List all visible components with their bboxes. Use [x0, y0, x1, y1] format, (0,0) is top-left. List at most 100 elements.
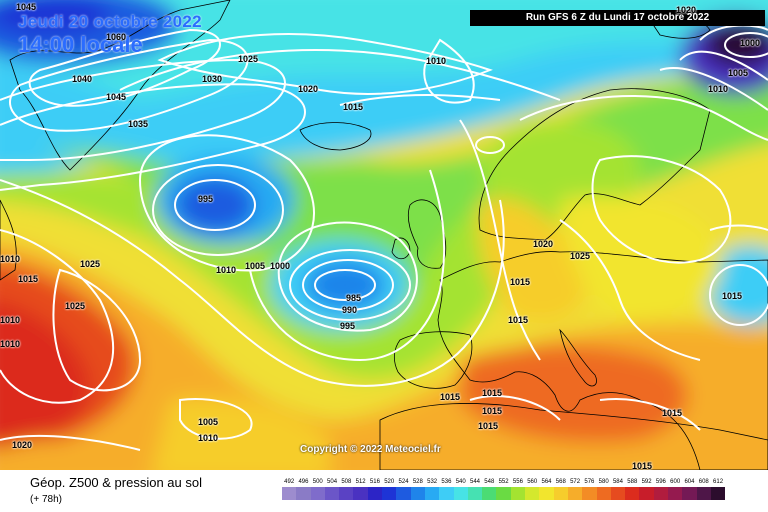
pressure-label: 1030 [202, 74, 223, 84]
pressure-label: 1020 [533, 239, 554, 249]
map-title: Géop. Z500 & pression au sol [30, 475, 202, 490]
scale-label: 576 [584, 479, 595, 485]
scale-label: 504 [327, 479, 338, 485]
pressure-label: 1015 [508, 315, 529, 325]
pressure-label: 1020 [676, 5, 697, 15]
scale-swatch [639, 487, 654, 500]
pressure-label: 1040 [72, 74, 93, 84]
scale-step: 512 [353, 478, 368, 500]
pressure-label: 1060 [106, 32, 127, 42]
scale-label: 544 [470, 479, 481, 485]
scale-swatch [353, 487, 368, 500]
forecast-date: Jeudi 20 octobre 2022 [18, 12, 202, 31]
scale-step: 604 [682, 478, 697, 500]
scale-step: 544 [467, 478, 483, 500]
scale-swatch [553, 487, 568, 500]
scale-swatch [539, 487, 554, 500]
pressure-label: 1010 [0, 339, 21, 349]
scale-label: 520 [384, 479, 395, 485]
geopotential-field [0, 0, 768, 470]
scale-step: 532 [424, 478, 440, 500]
pressure-label: 1015 [510, 277, 531, 287]
scale-label: 540 [455, 479, 466, 485]
pressure-label: 1045 [106, 92, 127, 102]
pressure-label: 995 [340, 321, 356, 331]
pressure-label: 1010 [0, 254, 21, 264]
scale-label: 500 [312, 479, 323, 485]
scale-label: 508 [341, 479, 352, 485]
scale-label: 512 [355, 479, 366, 485]
scale-label: 556 [512, 479, 523, 485]
pressure-label: 1025 [570, 251, 591, 261]
scale-label: 492 [284, 479, 295, 485]
scale-label: 496 [298, 479, 309, 485]
scale-swatch [410, 487, 425, 500]
pressure-label: 1020 [12, 440, 33, 450]
color-scale: 492 496 500 504 508 512 516 520 524 528 532 536 540 5… [282, 478, 726, 500]
scale-step: 508 [339, 478, 354, 500]
pressure-label: 1015 [343, 102, 364, 112]
scale-step: 528 [410, 478, 425, 500]
scale-label: 592 [641, 479, 652, 485]
run-info: Run GFS 6 Z du Lundi 17 octobre 2022 [470, 10, 765, 26]
pressure-label: 1045 [16, 2, 37, 12]
scale-swatch [696, 487, 711, 500]
scale-label: 552 [498, 479, 509, 485]
scale-step: 588 [625, 478, 640, 500]
scale-label: 580 [598, 479, 609, 485]
scale-step: 572 [567, 478, 583, 500]
scale-swatch [382, 487, 397, 500]
scale-step: 536 [439, 478, 454, 500]
scale-step: 568 [553, 478, 568, 500]
pressure-label: 1015 [722, 291, 743, 301]
scale-step: 524 [396, 478, 411, 500]
scale-step: 564 [539, 478, 554, 500]
pressure-label: 1015 [440, 392, 461, 402]
pressure-label: 1005 [245, 261, 266, 271]
scale-step: 600 [668, 478, 683, 500]
isobars [0, 24, 768, 451]
scale-swatch [367, 487, 383, 500]
scale-swatch [324, 487, 340, 500]
scale-label: 588 [627, 479, 638, 485]
scale-swatch [339, 487, 354, 500]
scale-swatch [710, 487, 726, 500]
scale-swatch [282, 487, 297, 500]
scale-step: 592 [639, 478, 654, 500]
pressure-label: 1010 [426, 56, 447, 66]
scale-swatch [310, 487, 325, 500]
pressure-label: 1015 [478, 421, 499, 431]
pressure-label: 1015 [482, 388, 503, 398]
scale-swatch [496, 487, 511, 500]
map-canvas [0, 0, 768, 470]
scale-label: 564 [541, 479, 552, 485]
scale-swatch [510, 487, 526, 500]
scale-step: 580 [596, 478, 611, 500]
pressure-label: 1020 [298, 84, 319, 94]
scale-step: 556 [510, 478, 526, 500]
scale-swatch [396, 487, 411, 500]
scale-swatch [682, 487, 697, 500]
scale-swatch [482, 487, 497, 500]
scale-step: 552 [496, 478, 511, 500]
scale-swatch [296, 487, 311, 500]
pressure-label: 1025 [80, 259, 101, 269]
pressure-label: 1010 [198, 433, 219, 443]
scale-step: 500 [310, 478, 325, 500]
scale-label: 560 [527, 479, 538, 485]
pressure-label: 1010 [0, 315, 21, 325]
scale-step: 612 [710, 478, 726, 500]
scale-swatch [653, 487, 669, 500]
scale-label: 536 [441, 479, 452, 485]
scale-swatch [467, 487, 483, 500]
pressure-label: 1015 [662, 408, 683, 418]
scale-swatch [610, 487, 626, 500]
scale-swatch [439, 487, 454, 500]
scale-step: 560 [525, 478, 540, 500]
scale-step: 540 [453, 478, 468, 500]
scale-swatch [596, 487, 611, 500]
scale-label: 572 [570, 479, 581, 485]
pressure-label: 990 [342, 305, 358, 315]
scale-label: 532 [427, 479, 438, 485]
scale-step: 596 [653, 478, 669, 500]
